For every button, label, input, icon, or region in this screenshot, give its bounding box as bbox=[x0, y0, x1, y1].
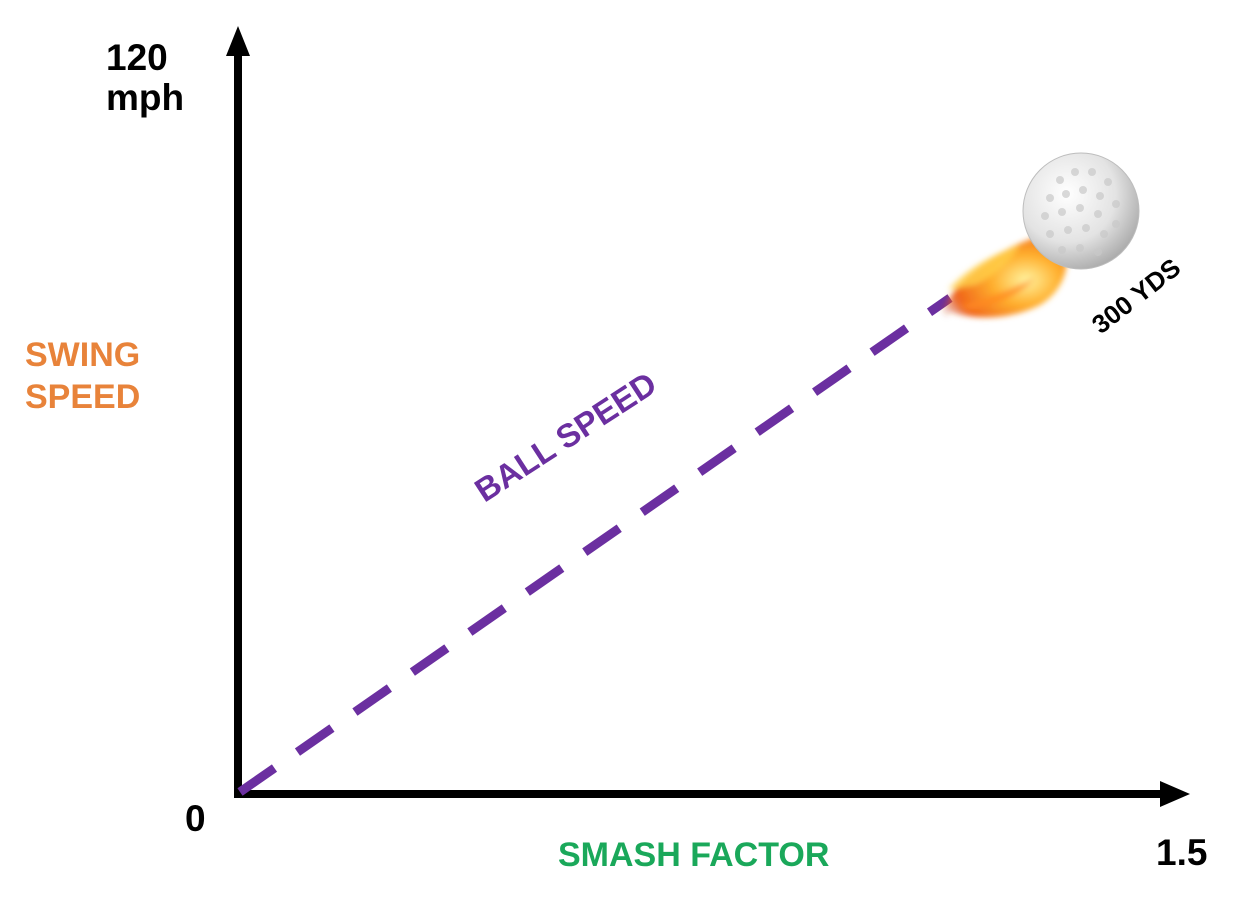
y-axis-title-line-1: SWING bbox=[25, 336, 141, 374]
y-axis-title: SWING SPEED bbox=[25, 334, 140, 418]
y-axis-title-line-2: SPEED bbox=[25, 378, 141, 416]
x-axis-arrowhead bbox=[1160, 781, 1190, 807]
y-axis-min-label: 0 bbox=[185, 798, 206, 839]
golf-ball-dimples bbox=[1041, 168, 1120, 256]
x-axis-max-label: 1.5 bbox=[1156, 832, 1208, 873]
y-axis bbox=[226, 26, 250, 794]
x-axis bbox=[234, 781, 1190, 807]
x-axis-title: SMASH FACTOR bbox=[558, 836, 830, 874]
flaming-golf-ball-icon bbox=[930, 152, 1140, 330]
y-axis-max-label: 120 mph bbox=[106, 38, 184, 118]
ball-speed-line bbox=[237, 294, 953, 796]
flame-icon bbox=[930, 230, 1068, 330]
y-axis-arrowhead bbox=[226, 26, 250, 56]
y-axis-max-value: 120 bbox=[106, 37, 168, 78]
y-axis-max-unit: mph bbox=[106, 77, 185, 118]
